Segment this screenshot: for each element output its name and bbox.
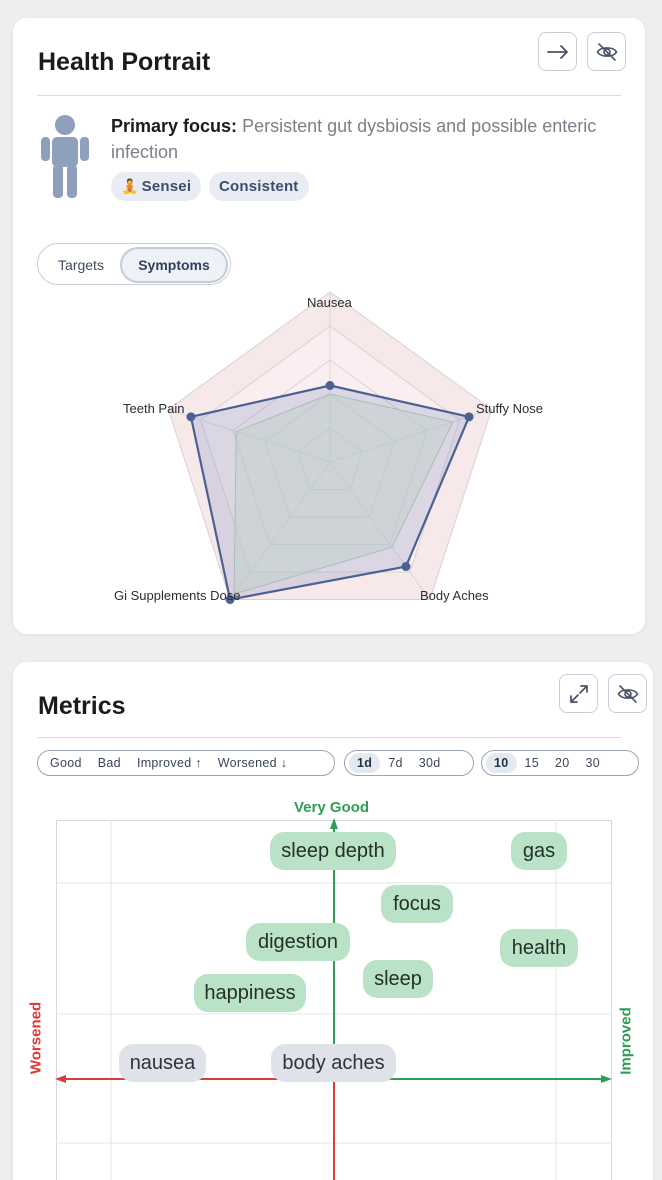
metric-bubble[interactable]: sleep	[363, 960, 433, 998]
hide-portrait-button[interactable]	[587, 32, 626, 71]
primary-focus: Primary focus: Persistent gut dysbiosis …	[111, 113, 621, 165]
metric-bubble[interactable]: gas	[511, 832, 567, 870]
metric-bubble[interactable]: digestion	[246, 923, 350, 961]
open-button[interactable]	[538, 32, 577, 71]
count-10[interactable]: 10	[486, 753, 517, 773]
filter-worsened[interactable]: Worsened ↓	[217, 756, 288, 770]
eye-off-icon	[617, 684, 638, 703]
radar-point	[401, 562, 411, 572]
metric-bubble[interactable]: health	[500, 929, 578, 967]
filter-improved[interactable]: Improved ↑	[136, 756, 202, 770]
radar-series-main	[189, 384, 471, 601]
badge-sensei: 🧘 Sensei	[111, 172, 202, 201]
portrait-divider	[37, 95, 621, 96]
portrait-toggle: Targets Symptoms	[37, 243, 231, 285]
radar-series-secondary	[233, 393, 454, 595]
symptom-radar-chart	[167, 291, 493, 605]
axis-label-worsened: Worsened	[27, 1001, 45, 1075]
period-7d[interactable]: 7d	[388, 756, 403, 770]
up-arrow-icon	[330, 818, 338, 829]
metrics-title: Metrics	[38, 692, 126, 720]
count-30[interactable]: 30	[585, 756, 601, 770]
radar-label-gi-supplements: Gi Supplements Dose	[114, 588, 241, 603]
count-20[interactable]: 20	[555, 756, 570, 770]
metric-bubble[interactable]: nausea	[119, 1044, 206, 1082]
badge-consistent: Consistent	[209, 172, 309, 201]
radar-point	[225, 595, 235, 605]
health-portrait-title: Health Portrait	[38, 48, 211, 76]
radar-label-teeth-pain: Teeth Pain	[123, 401, 185, 416]
hide-metrics-button[interactable]	[608, 674, 647, 713]
radar-label-body-aches: Body Aches	[420, 588, 489, 603]
badge-sensei-label: Sensei	[141, 178, 192, 195]
axis-label-very-good: Very Good	[294, 799, 370, 816]
badge-consistent-label: Consistent	[219, 178, 299, 195]
primary-focus-text: Persistent gut dysbiosis and possible en…	[111, 116, 597, 162]
period-group: 1d 7d 30d	[344, 750, 474, 776]
period-30d[interactable]: 30d	[418, 756, 441, 770]
tab-symptoms[interactable]: Symptoms	[122, 249, 226, 281]
expand-icon	[569, 684, 588, 703]
radar-label-stuffy-nose: Stuffy Nose	[476, 401, 543, 416]
expand-button[interactable]	[559, 674, 598, 713]
primary-focus-label: Primary focus:	[111, 116, 238, 136]
left-arrow-icon	[55, 1075, 66, 1083]
eye-off-icon	[596, 42, 617, 61]
metric-bubble[interactable]: focus	[381, 885, 453, 923]
count-group: 10 15 20 30	[481, 750, 639, 776]
axis-label-improved: Improved	[617, 1007, 635, 1075]
arrow-right-icon	[546, 44, 568, 59]
radar-label-nausea: Nausea	[307, 295, 352, 310]
metrics-divider	[37, 737, 621, 738]
metric-bubble[interactable]: happiness	[194, 974, 306, 1012]
body-figure-icon	[41, 115, 89, 198]
radar-point	[325, 381, 335, 390]
radar-point	[464, 412, 474, 422]
metric-bubble[interactable]: body aches	[271, 1044, 396, 1082]
filter-group: Good Bad Improved ↑ Worsened ↓	[37, 750, 335, 776]
period-1d[interactable]: 1d	[349, 753, 381, 773]
filter-bad[interactable]: Bad	[97, 756, 121, 770]
tab-targets[interactable]: Targets	[58, 257, 104, 273]
meditation-icon: 🧘	[121, 178, 139, 194]
metric-bubble[interactable]: sleep depth	[270, 832, 396, 870]
right-arrow-icon	[601, 1075, 612, 1083]
radar-point	[186, 412, 196, 422]
filter-good[interactable]: Good	[50, 756, 82, 770]
count-15[interactable]: 15	[524, 756, 540, 770]
